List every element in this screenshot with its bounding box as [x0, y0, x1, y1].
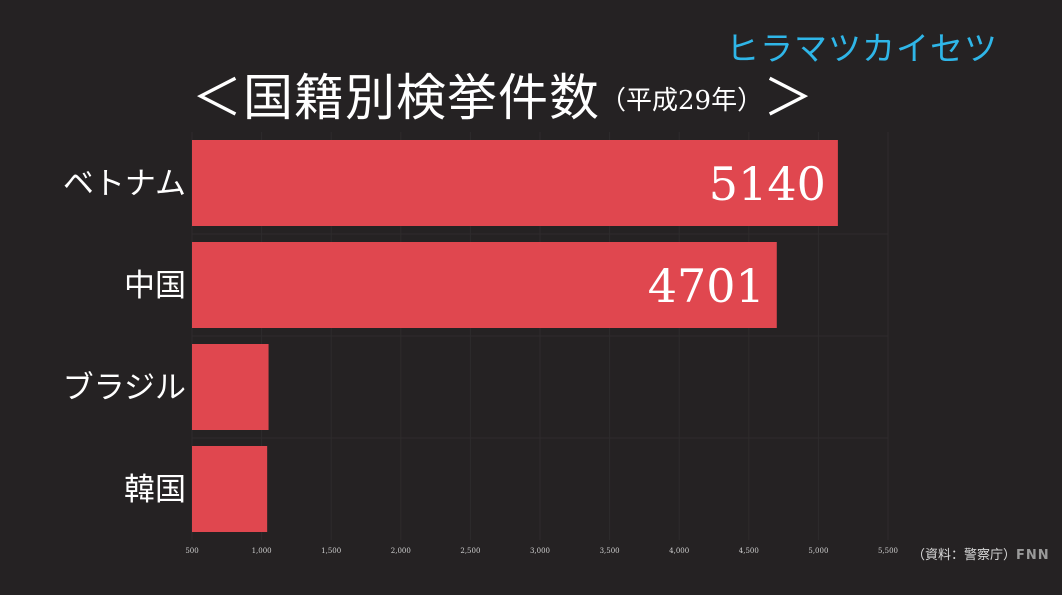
category-label: ブラジル: [63, 370, 186, 406]
x-tick-label: 2,500: [460, 547, 480, 555]
category-label: 中国: [124, 268, 186, 304]
title-main: ＜国籍別検挙件数: [192, 69, 600, 127]
source-note: （資料：警察庁）FNN: [912, 544, 1050, 563]
title-period: （平成29年）: [600, 86, 764, 116]
chart-title: ＜国籍別検挙件数（平成29年）＞: [192, 58, 814, 130]
x-tick-label: 4,500: [739, 547, 759, 555]
bar-4: [192, 446, 268, 532]
category-label: 韓国: [124, 472, 186, 508]
x-tick-label: 5,000: [808, 547, 828, 555]
value-label: 4701: [648, 259, 765, 313]
value-label: 5140: [709, 157, 826, 211]
bar-2: [192, 242, 777, 328]
source-text: （資料：警察庁）: [912, 548, 1017, 563]
bar-3: [192, 344, 269, 430]
x-tick-label: 4,000: [669, 547, 689, 555]
broadcaster-logo: FNN: [1016, 548, 1050, 563]
x-tick-label: 3,500: [600, 547, 620, 555]
x-tick-label: 2,000: [391, 547, 411, 555]
program-logo: ヒラマツカイセツ: [726, 29, 998, 68]
x-tick-label: 3,000: [530, 547, 550, 555]
bar-1: [192, 140, 838, 226]
x-tick-label: 500: [185, 547, 198, 555]
x-tick-label: 1,500: [321, 547, 341, 555]
x-tick-label: 1,000: [252, 547, 272, 555]
title-close-bracket: ＞: [763, 69, 815, 127]
category-label: ベトナム: [63, 166, 186, 202]
x-tick-label: 5,500: [878, 547, 898, 555]
